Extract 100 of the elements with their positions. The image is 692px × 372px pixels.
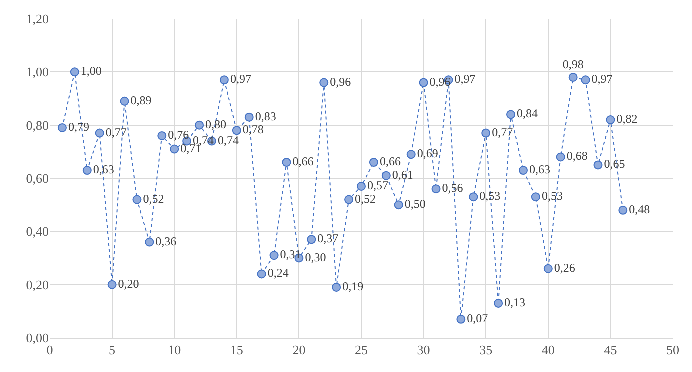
point [108,280,117,290]
point [506,110,516,120]
x-tick-label: 40 [542,342,555,358]
data-label: 0,77 [492,125,514,140]
y-tick-label: 1,20 [26,12,49,27]
data-label: 0,48 [629,202,650,216]
x-tick-label: 5 [109,342,116,358]
point [594,160,603,170]
data-label: 0,63 [529,162,550,177]
data-label: 0,07 [467,311,488,326]
y-tick-label: 0,60 [26,171,49,186]
data-label: 0,76 [168,128,190,142]
point [544,264,553,274]
point [581,76,590,85]
point [195,120,204,130]
x-tick-label: 25 [355,342,368,358]
data-label: 0,82 [616,112,638,126]
point [606,116,616,125]
data-label: 0,52 [355,192,376,206]
x-tick-label: 45 [604,342,618,358]
data-label: 0,61 [392,168,414,182]
point [282,158,292,168]
point [518,166,528,176]
point [469,192,478,202]
y-tick-label: 0,00 [26,330,49,346]
point [531,192,540,202]
data-label: 0,36 [156,234,177,248]
data-label: 0,98 [562,57,584,72]
data-label: 0,50 [404,197,426,212]
point [82,166,92,176]
data-label: 0,24 [268,266,289,280]
data-label: 0,26 [554,260,576,275]
data-label: 0,53 [480,189,501,204]
data-label: 0,97 [592,72,613,86]
data-label: 0,56 [442,181,464,196]
point [382,171,391,180]
y-tick-label: 1,00 [26,64,49,80]
data-label: 0,57 [368,178,388,192]
point [618,206,628,215]
point [456,314,466,324]
point [170,144,180,154]
data-label: 0,37 [318,232,339,246]
data-label: 0,13 [504,295,526,310]
point [482,128,491,138]
point [244,112,254,122]
data-label: 1,00 [80,64,102,78]
data-label: 0,53 [542,189,563,204]
x-tick-label: 20 [292,342,306,358]
data-label: 0,69 [417,146,438,161]
point [494,298,504,308]
data-label: 0,89 [130,93,152,108]
point [419,78,428,88]
y-tick-label: 0,40 [26,224,49,240]
data-label: 0,74 [218,133,239,148]
data-label: 0,65 [604,157,626,172]
data-label: 0,80 [206,117,227,132]
point [406,150,416,160]
data-label: 0,84 [517,106,538,121]
x-tick-label: 30 [417,342,430,358]
data-label: 0,31 [280,248,302,262]
point [58,123,67,132]
point [369,158,378,168]
x-tick-label: 10 [168,342,182,358]
point [568,72,578,82]
x-tick-label: 50 [666,342,680,358]
point [270,251,279,260]
point [220,76,229,85]
data-label: 0,63 [93,162,114,177]
point [344,195,354,204]
point [320,78,329,88]
data-label: 0,79 [68,120,90,134]
point [132,195,142,204]
data-label: 0,68 [566,149,588,164]
data-label: 0,97 [230,72,252,86]
data-label: 0,19 [342,279,364,294]
data-label: 0,77 [106,125,127,140]
point [432,184,441,194]
point [70,68,80,77]
point [332,282,342,292]
data-label: 0,20 [118,276,140,291]
data-label: 0,83 [255,109,276,124]
x-tick-label: 0 [46,342,54,358]
data-label: 0,96 [330,74,352,89]
point [145,238,154,247]
point [394,200,404,210]
data-label: 0,78 [242,122,264,137]
y-tick-label: 0,20 [26,277,49,292]
point [232,126,242,136]
point [257,270,266,279]
point [95,128,104,138]
x-tick-label: 35 [480,342,493,358]
data-label: 0,66 [292,154,314,169]
y-tick-label: 0,80 [26,118,49,133]
x-tick-label: 15 [230,342,244,358]
data-label: 0,97 [454,72,476,86]
point [158,131,167,140]
data-label: 0,30 [305,250,326,264]
point [357,182,366,191]
data-label: 0,66 [380,154,401,169]
point [556,152,566,162]
